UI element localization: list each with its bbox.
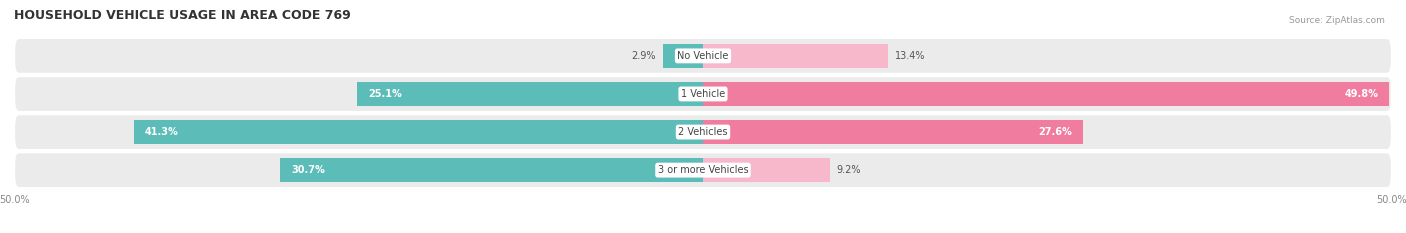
Text: 30.7%: 30.7%: [291, 165, 325, 175]
FancyBboxPatch shape: [14, 76, 1392, 112]
Text: 27.6%: 27.6%: [1039, 127, 1073, 137]
Text: 1 Vehicle: 1 Vehicle: [681, 89, 725, 99]
FancyBboxPatch shape: [14, 152, 1392, 188]
Text: HOUSEHOLD VEHICLE USAGE IN AREA CODE 769: HOUSEHOLD VEHICLE USAGE IN AREA CODE 769: [14, 10, 352, 22]
Text: 9.2%: 9.2%: [837, 165, 860, 175]
FancyBboxPatch shape: [14, 38, 1392, 74]
Bar: [703, 158, 830, 182]
Text: 2.9%: 2.9%: [631, 51, 657, 61]
Bar: [664, 44, 703, 68]
Text: 25.1%: 25.1%: [368, 89, 402, 99]
Text: 41.3%: 41.3%: [145, 127, 179, 137]
Bar: [280, 158, 703, 182]
Text: 13.4%: 13.4%: [894, 51, 925, 61]
Bar: [357, 82, 703, 106]
Bar: [703, 120, 1083, 144]
Text: 3 or more Vehicles: 3 or more Vehicles: [658, 165, 748, 175]
Bar: [134, 120, 703, 144]
Bar: [703, 44, 887, 68]
Text: 49.8%: 49.8%: [1344, 89, 1378, 99]
FancyBboxPatch shape: [14, 114, 1392, 150]
Text: 2 Vehicles: 2 Vehicles: [678, 127, 728, 137]
Text: No Vehicle: No Vehicle: [678, 51, 728, 61]
Bar: [703, 82, 1389, 106]
Text: Source: ZipAtlas.com: Source: ZipAtlas.com: [1289, 16, 1385, 25]
